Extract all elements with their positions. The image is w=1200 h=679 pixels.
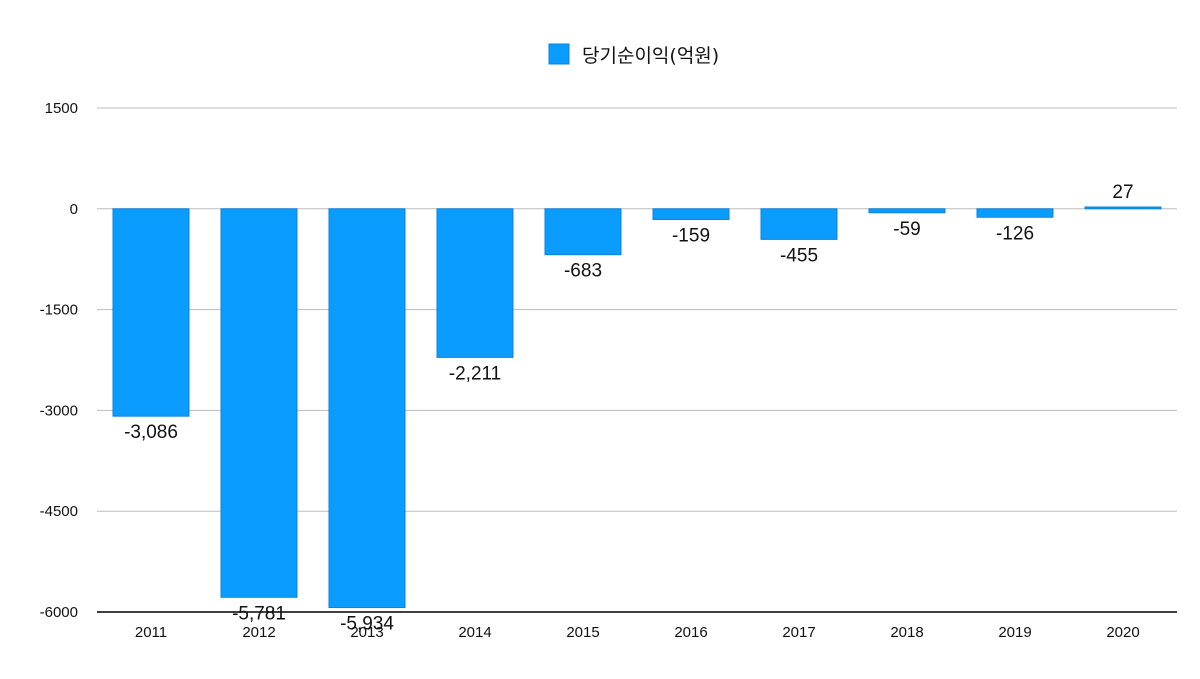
bar-2011: [112, 208, 190, 417]
bar-2015: [544, 208, 622, 256]
x-tick-label: 2011: [135, 624, 167, 641]
x-tick-label: 2017: [782, 624, 815, 641]
x-tick-label: 2015: [566, 624, 599, 641]
legend-label: 당기순이익(억원): [582, 45, 719, 67]
data-label-2015: -683: [564, 261, 602, 282]
y-axis-ticks: 1500 0 -1500 -3000 -4500 -6000: [40, 100, 78, 621]
y-tick-label: -6000: [40, 604, 78, 621]
y-tick-label: 0: [70, 201, 78, 218]
bar-2017: [760, 208, 838, 240]
data-label-2014: -2,211: [449, 363, 501, 384]
x-tick-label: 2016: [674, 624, 707, 641]
x-tick-label: 2012: [242, 624, 275, 641]
bar-2013: [328, 208, 406, 609]
x-tick-label: 2018: [890, 624, 923, 641]
legend: 당기순이익(억원): [548, 43, 719, 67]
data-label-2019: -126: [996, 223, 1034, 244]
y-tick-label: -4500: [40, 503, 78, 520]
x-axis-ticks: 2011 2012 2013 2014 2015 2016 2017 2018 2019 2020: [135, 624, 1140, 641]
data-label-2020: 27: [1112, 182, 1133, 203]
bar-2018: [868, 208, 946, 214]
bar-2019: [976, 208, 1054, 218]
data-labels: -3,086 -5,781 -5,934 -2,211 -683 -159 -455 -59 -…: [124, 182, 1134, 635]
data-label-2018: -59: [893, 219, 920, 240]
y-tick-label: 1500: [45, 100, 78, 117]
y-tick-label: -3000: [40, 402, 78, 419]
x-tick-label: 2013: [350, 624, 383, 641]
x-tick-label: 2020: [1106, 624, 1139, 641]
bar-2014: [436, 208, 514, 358]
bar-2016: [652, 208, 730, 220]
x-tick-label: 2014: [458, 624, 491, 641]
data-label-2011: -3,086: [124, 422, 178, 443]
bar-2020: [1084, 206, 1162, 210]
data-label-2012: -5,781: [232, 603, 286, 624]
data-label-2016: -159: [672, 225, 710, 246]
data-label-2013: -5,934: [340, 614, 394, 635]
y-tick-label: -1500: [40, 302, 78, 319]
x-tick-label: 2019: [998, 624, 1031, 641]
bar-2012: [220, 208, 298, 598]
data-label-2017: -455: [780, 245, 818, 266]
bars: [112, 206, 1162, 609]
legend-swatch: [548, 43, 570, 65]
